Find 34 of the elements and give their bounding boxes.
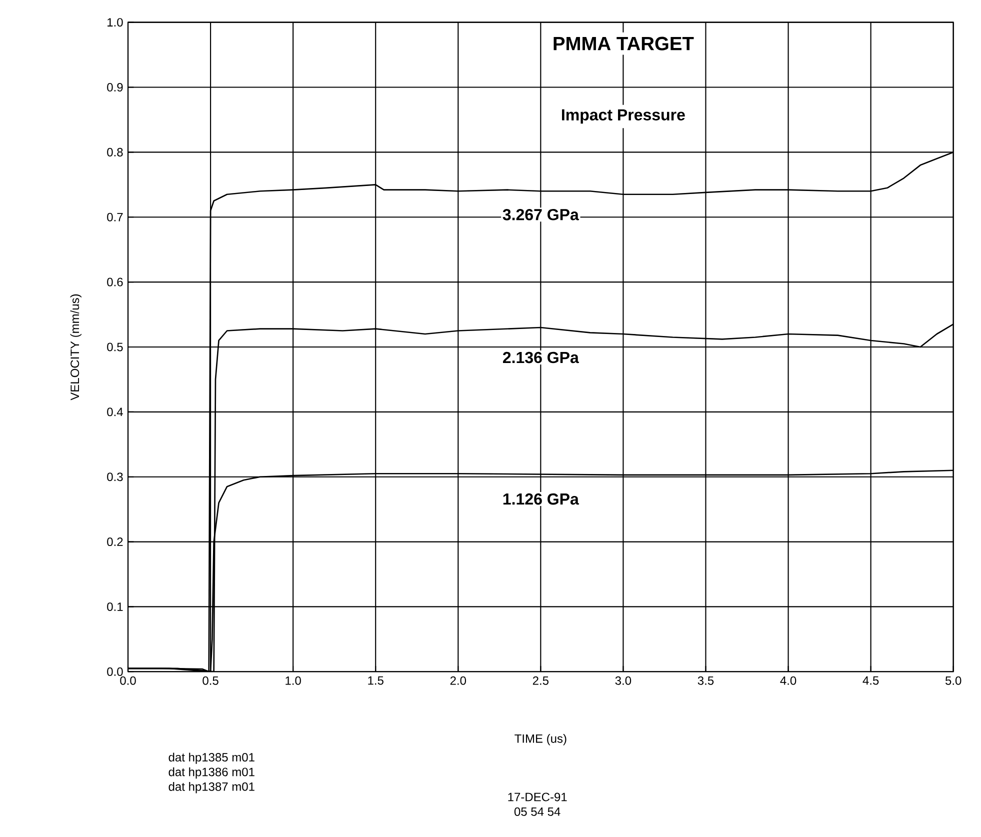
text: dat hp1387 m01 bbox=[168, 782, 254, 794]
text: PMMA TARGET bbox=[554, 36, 694, 50]
text: Impact Pressure bbox=[562, 109, 685, 124]
x-tick-label: 4.5 bbox=[862, 676, 879, 685]
text: 17-DEC-91 bbox=[508, 792, 567, 802]
x-tick-label: 3.0 bbox=[615, 676, 632, 685]
text: 05 54 54 bbox=[514, 807, 560, 816]
x-tick-label: 5.0 bbox=[945, 676, 962, 685]
y-tick-label: 0.5 bbox=[107, 342, 123, 352]
x-tick-label: 2.0 bbox=[450, 676, 466, 685]
series-label: 1.126 GPa bbox=[503, 493, 579, 505]
x-axis-title: TIME (us) bbox=[514, 734, 566, 746]
x-tick-label: 0.5 bbox=[202, 676, 218, 685]
y-tick-label: 0.6 bbox=[107, 278, 123, 286]
x-tick-label: 1.5 bbox=[368, 676, 384, 685]
y-tick-label: 0.8 bbox=[107, 148, 123, 156]
y-tick-label: 0.1 bbox=[107, 602, 123, 611]
x-tick-label: 2.5 bbox=[532, 676, 549, 685]
y-axis-title: VELOCITY (mm/us) bbox=[70, 294, 82, 400]
x-tick-label: 0.0 bbox=[120, 676, 136, 685]
y-tick-label: 0.2 bbox=[107, 538, 123, 546]
y-tick-label: 0.0 bbox=[107, 667, 123, 676]
y-tick-label: 0.9 bbox=[107, 83, 123, 92]
text: dat hp1386 m01 bbox=[168, 767, 254, 779]
x-tick-label: 4.0 bbox=[780, 676, 796, 685]
y-tick-label: 1.0 bbox=[108, 18, 123, 27]
series-label: 3.267 GPa bbox=[502, 208, 579, 220]
text: dat hp1385 m01 bbox=[168, 752, 254, 764]
x-tick-label: 3.5 bbox=[698, 676, 714, 685]
series-label: 2.136 GPa bbox=[502, 352, 579, 364]
y-tick-label: 0.3 bbox=[107, 472, 123, 482]
y-tick-label: 0.7 bbox=[107, 212, 123, 222]
y-tick-label: 0.4 bbox=[107, 408, 123, 416]
x-tick-label: 1.0 bbox=[286, 676, 301, 685]
